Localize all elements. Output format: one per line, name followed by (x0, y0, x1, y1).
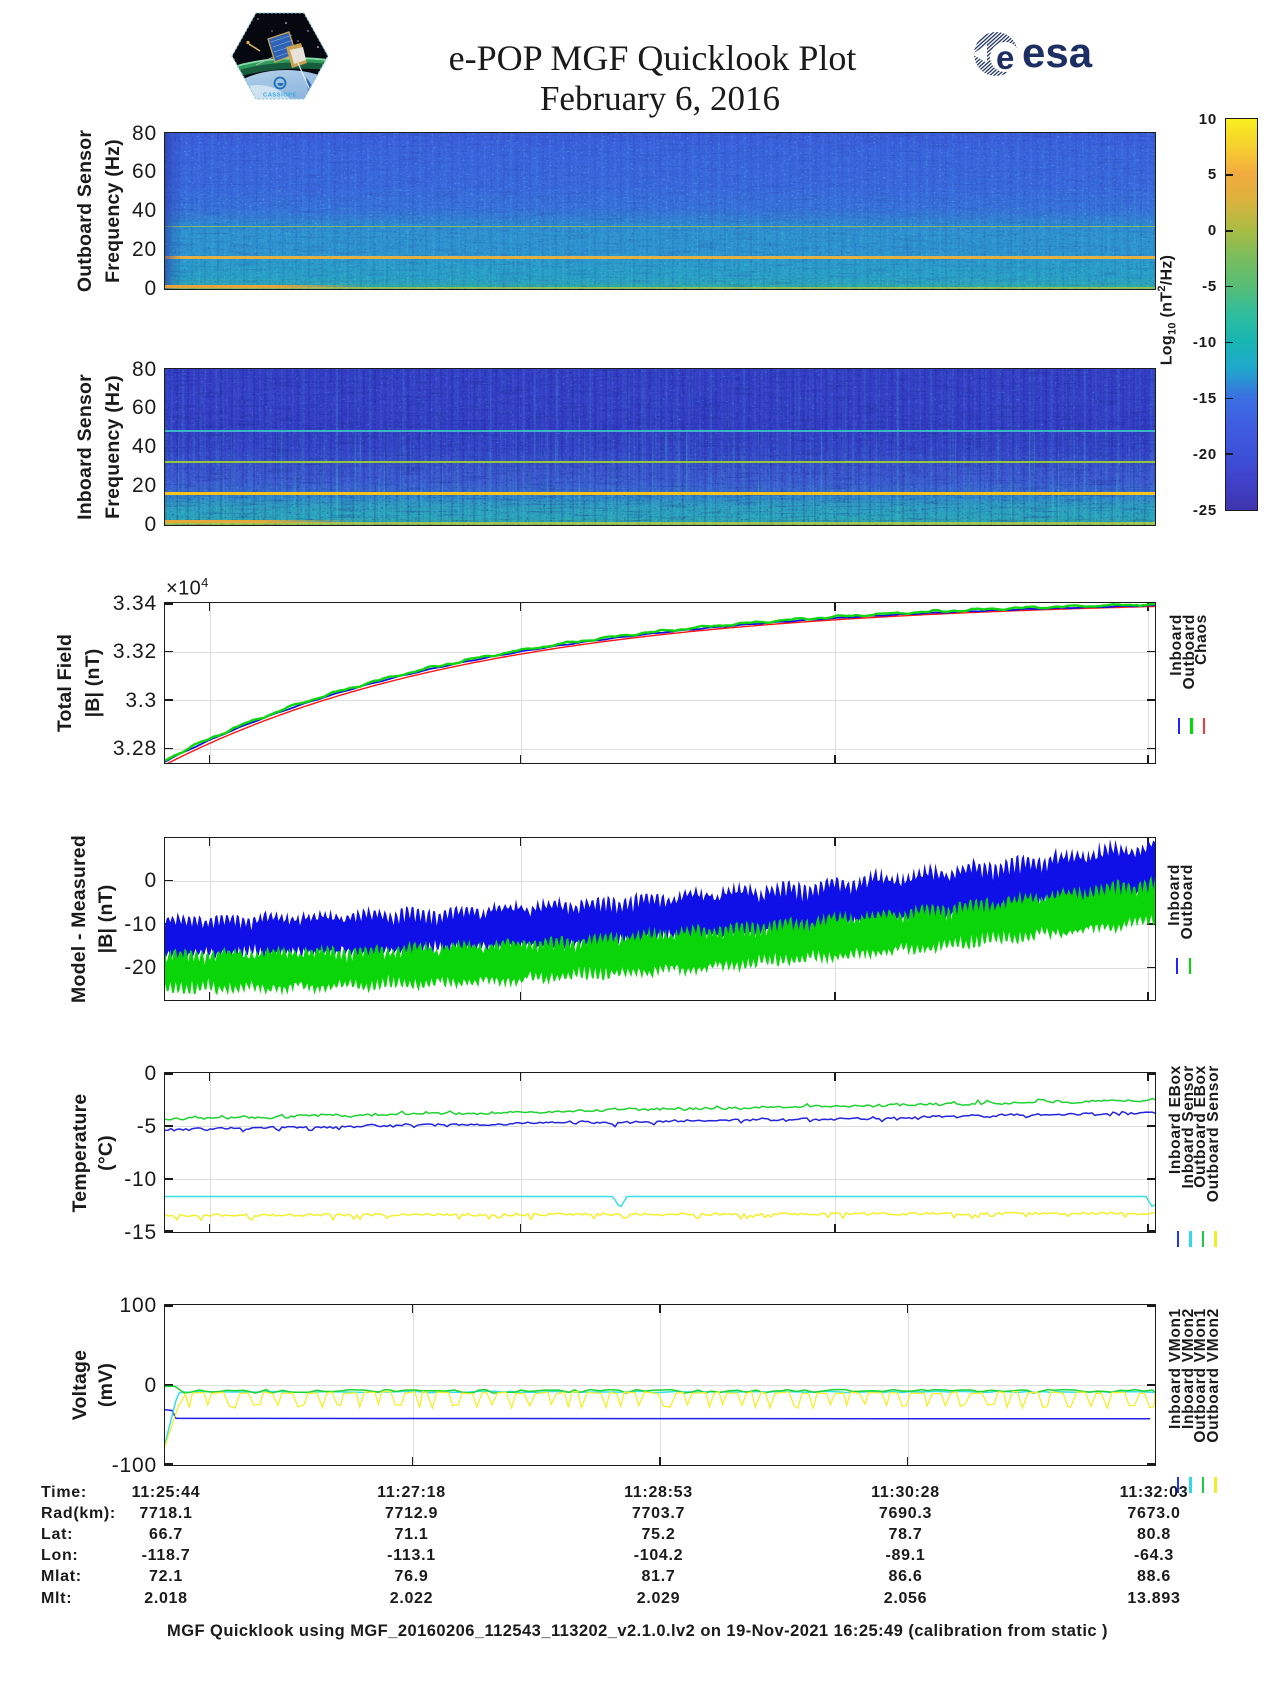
svg-text:esa: esa (1022, 29, 1093, 76)
svg-text:CASSIOPE: CASSIOPE (263, 93, 297, 99)
svg-text:e: e (996, 39, 1014, 76)
